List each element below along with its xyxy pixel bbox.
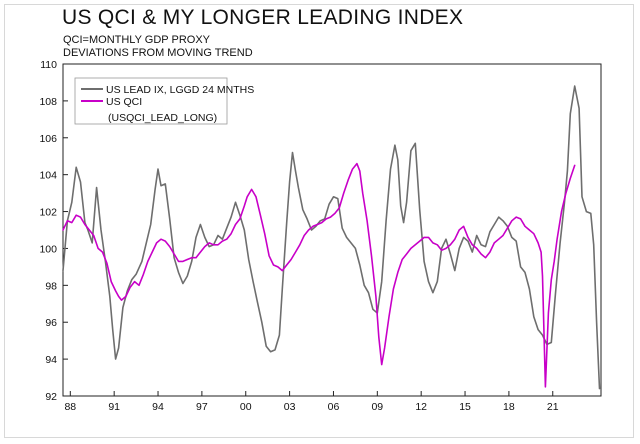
chart-title: US QCI & MY LONGER LEADING INDEX (62, 6, 464, 29)
y-tick-label: 106 (39, 133, 57, 145)
x-tick-label: 09 (371, 401, 383, 413)
y-tick-label: 94 (45, 354, 57, 366)
x-tick-label: 94 (152, 401, 164, 413)
y-tick-label: 100 (39, 243, 57, 255)
y-tick-label: 96 (45, 317, 57, 329)
x-tick-label: 91 (108, 401, 120, 413)
x-axis: 88 91 94 97 00 03 06 09 12 15 18 21 (64, 391, 559, 413)
y-tick-label: 110 (40, 59, 57, 71)
chart-subtitle-line-1: QCI=MONTHLY GDP PROXY (63, 34, 211, 46)
x-tick-label: 06 (328, 401, 340, 413)
y-tick-label: 92 (45, 391, 57, 403)
y-tick-label: 104 (39, 170, 57, 182)
x-tick-label: 97 (196, 401, 208, 413)
x-tick-label: 21 (547, 401, 559, 413)
y-tick-label: 108 (39, 96, 57, 108)
y-tick-label: 98 (45, 280, 57, 292)
y-tick-label: 102 (39, 207, 57, 219)
legend-label-lead: US LEAD IX, LGGD 24 MNTHS (106, 84, 254, 96)
legend: US LEAD IX, LGGD 24 MNTHS US QCI (USQCI_… (74, 77, 254, 125)
x-tick-label: 00 (240, 401, 252, 413)
series-layer (62, 85, 601, 390)
x-tick-label: 88 (64, 401, 76, 413)
chart-frame (4, 4, 634, 438)
x-tick-label: 03 (284, 401, 296, 413)
x-tick-label: 15 (459, 401, 471, 413)
x-tick-label: 12 (415, 401, 427, 413)
legend-label-qci: US QCI (106, 96, 142, 108)
chart-subtitle-line-2: DEVIATIONS FROM MOVING TREND (63, 47, 253, 59)
legend-note: (USQCI_LEAD_LONG) (108, 112, 217, 124)
series-line-us-qci (62, 162, 576, 388)
x-tick-label: 18 (503, 401, 515, 413)
series-line-us-lead-ix (62, 85, 601, 390)
y-axis: 92 94 96 98 100 102 104 106 108 110 (39, 59, 68, 403)
